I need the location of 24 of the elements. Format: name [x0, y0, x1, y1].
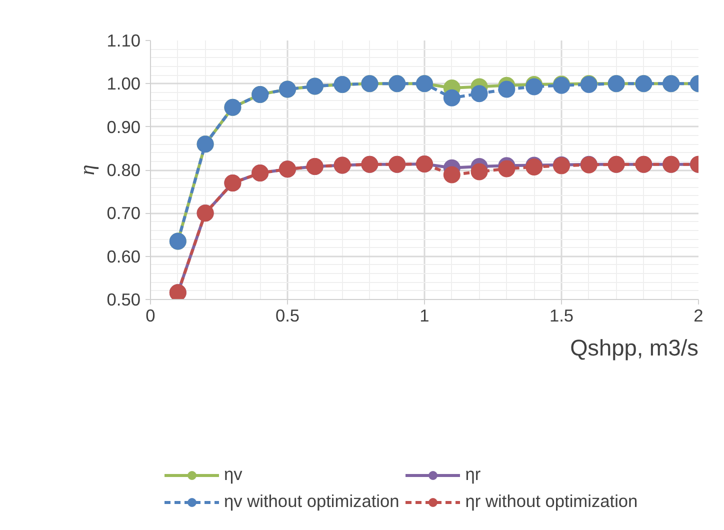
point — [443, 89, 460, 106]
x-tick-label: 1 — [420, 306, 430, 326]
point — [470, 163, 488, 180]
point — [498, 80, 516, 98]
y-tick-label: 0.70 — [106, 203, 141, 224]
y-tick-label: 1.10 — [106, 30, 141, 50]
x-tick-label: 1.5 — [549, 306, 574, 326]
y-tick-label: 0.80 — [106, 160, 141, 180]
x-tick-label: 0.5 — [275, 306, 300, 326]
y-tick-label: 0.50 — [106, 290, 141, 310]
x-axis-title: Qshpp, m3/s — [570, 334, 698, 360]
y-tick-label: 0.60 — [106, 246, 141, 266]
legend-label: ηr — [465, 464, 482, 485]
point — [443, 166, 460, 184]
legend-label: ηv without optimization — [224, 491, 400, 512]
legend-label: ηr without optimization — [465, 491, 638, 512]
y-tick-label: 1.00 — [106, 74, 141, 94]
x-tick-label: 0 — [146, 306, 156, 326]
legend-label: ηv — [224, 464, 244, 485]
point — [470, 85, 488, 102]
y-axis-title: η — [74, 164, 99, 176]
x-tick-label: 2 — [694, 306, 704, 326]
y-tick-label: 0.90 — [106, 116, 141, 137]
point — [498, 160, 516, 178]
